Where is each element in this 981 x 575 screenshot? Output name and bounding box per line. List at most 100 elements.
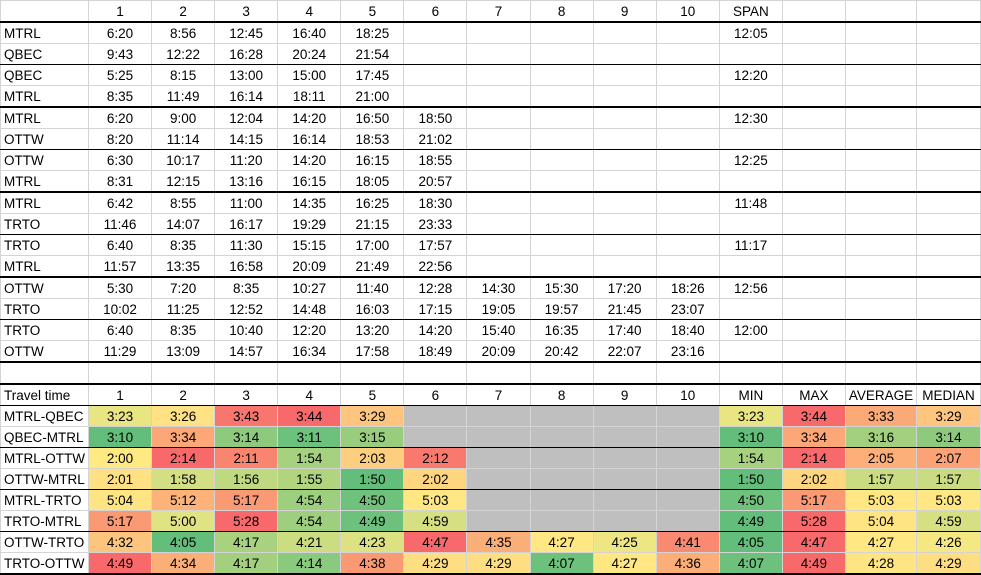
station-cell[interactable]: TRTO (0, 234, 89, 256)
travel-time-cell[interactable]: 4:14 (277, 552, 342, 575)
no-data-cell[interactable] (592, 489, 657, 511)
column-header[interactable]: 1 (87, 383, 153, 406)
column-header[interactable]: 5 (340, 0, 405, 23)
time-cell[interactable]: 17:58 (340, 340, 405, 363)
median-cell[interactable]: 4:26 (916, 531, 981, 553)
time-cell[interactable]: 8:35 (214, 276, 279, 299)
time-cell[interactable]: 11:29 (87, 340, 153, 363)
empty-cell[interactable] (844, 255, 918, 278)
time-cell[interactable] (655, 64, 720, 86)
time-cell[interactable] (529, 255, 594, 278)
empty-cell[interactable] (529, 361, 594, 385)
column-header[interactable]: 8 (529, 383, 594, 406)
station-cell[interactable]: TRTO (0, 213, 89, 235)
travel-time-cell[interactable]: 2:01 (87, 468, 153, 490)
time-cell[interactable]: 11:00 (214, 191, 279, 214)
time-cell[interactable] (655, 106, 720, 129)
time-cell[interactable]: 16:34 (277, 340, 342, 363)
min-cell[interactable]: 3:23 (718, 405, 783, 427)
empty-cell[interactable] (655, 361, 720, 385)
station-cell[interactable]: TRTO (0, 319, 89, 341)
time-cell[interactable]: 18:25 (340, 21, 405, 44)
travel-time-cell[interactable]: 2:03 (340, 447, 405, 469)
time-cell[interactable]: 6:30 (87, 149, 153, 171)
time-cell[interactable]: 18:49 (403, 340, 468, 363)
span-cell[interactable]: 12:30 (718, 106, 783, 129)
average-cell[interactable]: 4:28 (844, 552, 918, 575)
time-cell[interactable]: 17:40 (592, 319, 657, 341)
no-data-cell[interactable] (466, 489, 531, 511)
time-cell[interactable]: 7:20 (151, 276, 216, 299)
travel-time-cell[interactable]: 4:25 (592, 531, 657, 553)
column-header[interactable]: 1 (87, 0, 153, 23)
empty-cell[interactable] (844, 191, 918, 214)
travel-time-cell[interactable]: 4:50 (340, 489, 405, 511)
time-cell[interactable]: 13:00 (214, 64, 279, 86)
time-cell[interactable]: 12:22 (151, 43, 216, 65)
empty-cell[interactable] (844, 319, 918, 341)
time-cell[interactable] (655, 85, 720, 108)
time-cell[interactable]: 20:42 (529, 340, 594, 363)
time-cell[interactable] (592, 43, 657, 65)
average-cell[interactable]: 1:57 (844, 468, 918, 490)
time-cell[interactable]: 12:15 (151, 170, 216, 193)
empty-cell[interactable] (781, 234, 846, 256)
empty-cell[interactable] (916, 191, 981, 214)
time-cell[interactable] (655, 213, 720, 235)
time-cell[interactable] (529, 85, 594, 108)
time-cell[interactable] (655, 255, 720, 278)
empty-cell[interactable] (844, 21, 918, 44)
time-cell[interactable]: 11:20 (214, 149, 279, 171)
min-cell[interactable]: 4:07 (718, 552, 783, 575)
time-cell[interactable]: 8:35 (87, 85, 153, 108)
column-header[interactable]: 2 (151, 0, 216, 23)
time-cell[interactable] (529, 128, 594, 150)
travel-time-cell[interactable]: 4:27 (529, 531, 594, 553)
max-cell[interactable]: 3:44 (781, 405, 846, 427)
time-cell[interactable] (529, 170, 594, 193)
station-cell[interactable]: OTTW (0, 276, 89, 299)
travel-time-cell[interactable]: 4:23 (340, 531, 405, 553)
empty-cell[interactable] (916, 340, 981, 363)
empty-cell[interactable] (916, 43, 981, 65)
empty-cell[interactable] (781, 85, 846, 108)
time-cell[interactable]: 14:20 (277, 149, 342, 171)
column-header[interactable]: MEDIAN (916, 383, 981, 406)
travel-time-cell[interactable]: 5:03 (403, 489, 468, 511)
column-header[interactable]: 4 (277, 383, 342, 406)
time-cell[interactable] (592, 255, 657, 278)
column-header[interactable]: 7 (466, 383, 531, 406)
empty-cell[interactable] (916, 21, 981, 44)
station-cell[interactable]: TRTO (0, 298, 89, 320)
time-cell[interactable]: 10:27 (277, 276, 342, 299)
empty-cell[interactable] (916, 361, 981, 385)
column-header[interactable]: 4 (277, 0, 342, 23)
no-data-cell[interactable] (466, 447, 531, 469)
column-header[interactable] (916, 0, 981, 23)
travel-time-cell[interactable]: 4:27 (592, 552, 657, 575)
time-cell[interactable]: 21:54 (340, 43, 405, 65)
time-cell[interactable] (466, 255, 531, 278)
route-cell[interactable]: MTRL-OTTW (0, 447, 89, 469)
time-cell[interactable]: 13:20 (340, 319, 405, 341)
time-cell[interactable]: 23:33 (403, 213, 468, 235)
travel-time-cell[interactable]: 4:36 (655, 552, 720, 575)
time-cell[interactable]: 21:49 (340, 255, 405, 278)
time-cell[interactable]: 20:09 (466, 340, 531, 363)
empty-cell[interactable] (916, 170, 981, 193)
route-cell[interactable]: MTRL-QBEC (0, 405, 89, 427)
time-cell[interactable] (466, 43, 531, 65)
route-cell[interactable]: QBEC-MTRL (0, 426, 89, 448)
empty-cell[interactable] (916, 298, 981, 320)
travel-time-cell[interactable]: 3:10 (87, 426, 153, 448)
time-cell[interactable]: 14:57 (214, 340, 279, 363)
empty-cell[interactable] (916, 276, 981, 299)
empty-cell[interactable] (844, 276, 918, 299)
route-cell[interactable]: OTTW-MTRL (0, 468, 89, 490)
time-cell[interactable]: 18:30 (403, 191, 468, 214)
time-cell[interactable]: 16:50 (340, 106, 405, 129)
empty-cell[interactable] (781, 319, 846, 341)
span-cell[interactable] (718, 213, 783, 235)
time-cell[interactable] (466, 234, 531, 256)
empty-cell[interactable] (916, 85, 981, 108)
